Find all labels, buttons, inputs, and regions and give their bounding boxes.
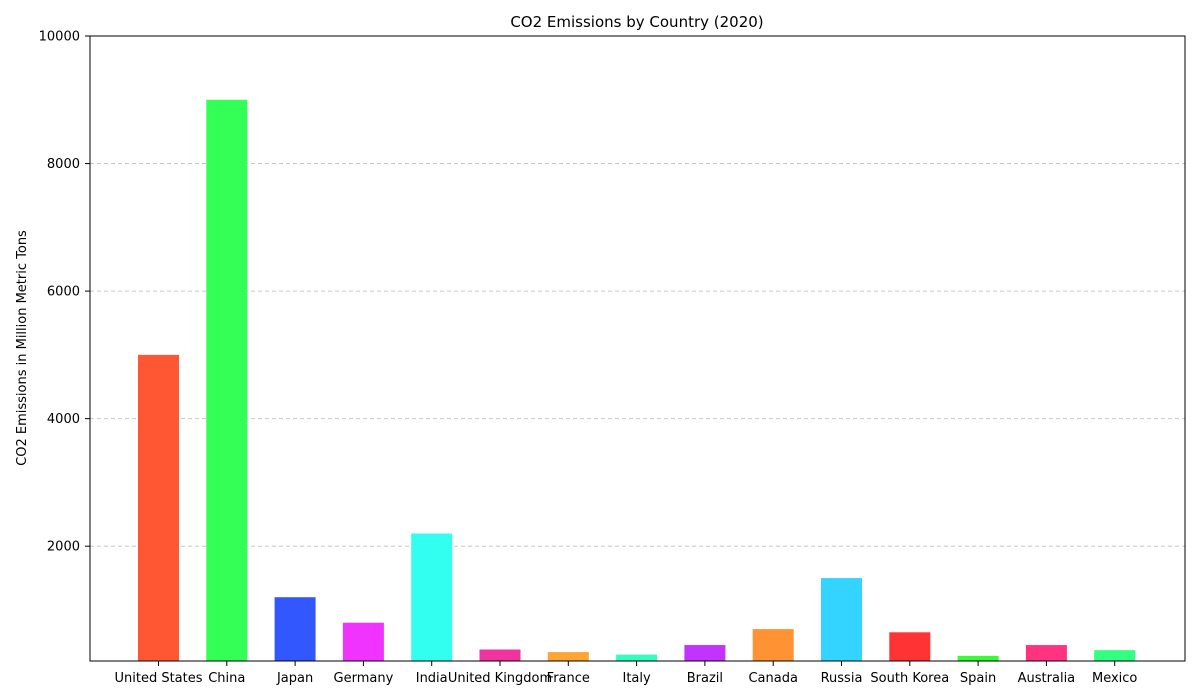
bar-mexico	[1094, 650, 1136, 661]
x-tick-label: Japan	[276, 671, 313, 686]
x-tick-label: Germany	[334, 671, 394, 686]
x-tick-label: Mexico	[1092, 671, 1137, 686]
bar-australia	[1025, 645, 1067, 661]
x-tick-label: Australia	[1018, 671, 1076, 686]
y-tick-label: 4000	[47, 412, 80, 427]
x-tick-label: India	[416, 671, 448, 686]
x-tick-label: South Korea	[870, 671, 949, 686]
bar-united-kingdom	[479, 649, 521, 661]
bar-united-states	[138, 354, 179, 661]
x-tick-label: United Kingdom	[448, 671, 552, 686]
bar-spain	[957, 655, 999, 661]
chart-title: CO2 Emissions by Country (2020)	[510, 13, 763, 31]
grid-lines	[90, 163, 1185, 547]
bar-japan	[274, 597, 316, 661]
x-tick-label: Italy	[622, 671, 651, 686]
plot-frame	[89, 35, 1186, 662]
x-tick-label: China	[208, 671, 245, 686]
x-tick-label: United States	[114, 671, 202, 686]
bar-south-korea	[889, 632, 931, 661]
y-tick-label: 8000	[47, 157, 80, 172]
y-tick-label: 2000	[47, 540, 80, 555]
y-tick-label: 6000	[47, 285, 80, 300]
y-axis-label: CO2 Emissions in Million Metric Tons	[15, 230, 30, 466]
bar-italy	[616, 654, 658, 661]
x-axis-ticks: United States China Japan Germany India Unite…	[114, 661, 1137, 686]
x-tick-label: Canada	[748, 671, 797, 686]
bars	[138, 99, 1136, 661]
bar-india	[411, 533, 453, 661]
bar-china	[206, 99, 248, 661]
bar-brazil	[684, 645, 726, 661]
bar-russia	[821, 578, 862, 661]
x-tick-label: Spain	[960, 671, 996, 686]
bar-canada	[752, 629, 794, 661]
x-tick-label: Russia	[821, 671, 863, 686]
bar-germany	[342, 622, 384, 661]
x-tick-label: Brazil	[687, 671, 723, 686]
x-tick-label: France	[547, 671, 590, 686]
y-axis-ticks: 2000 4000 6000 8000 10000	[39, 30, 90, 555]
bar-france	[547, 652, 589, 661]
y-tick-label: 10000	[39, 30, 80, 45]
